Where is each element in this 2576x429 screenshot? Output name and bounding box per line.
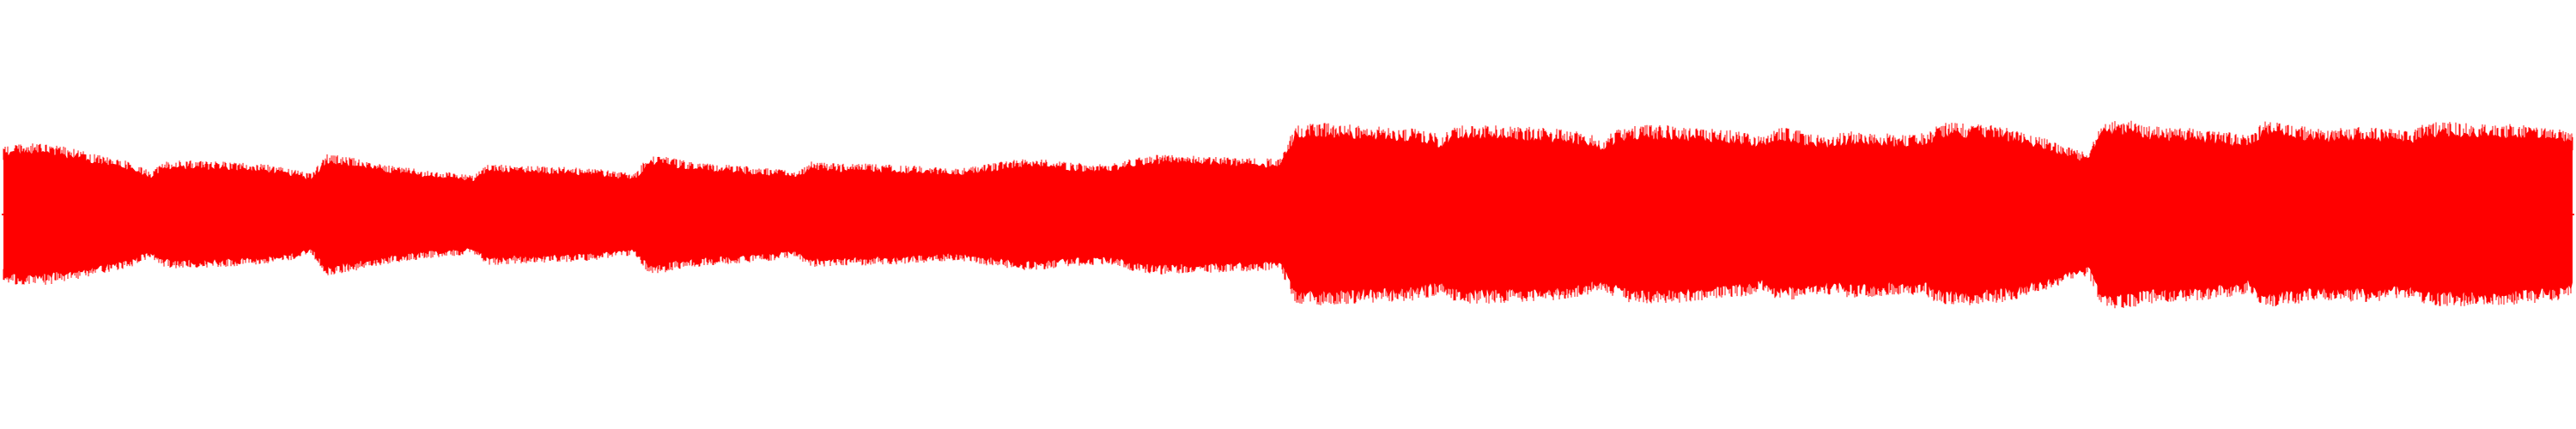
waveform-spikes	[3, 120, 2573, 309]
